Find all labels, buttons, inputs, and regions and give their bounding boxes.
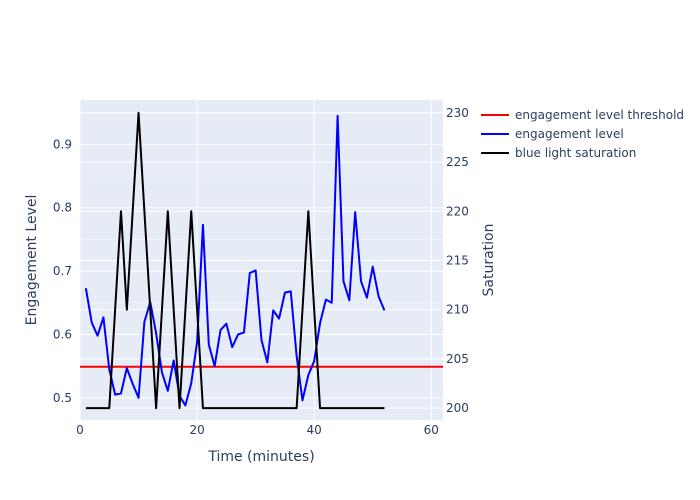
y2-tick-label: 215 [446, 253, 469, 267]
y2-tick-label: 230 [446, 106, 469, 120]
x-axis-ticks: 0 20 40 60 [76, 423, 439, 437]
y-tick-label: 0.6 [53, 327, 72, 341]
y2-tick-label: 210 [446, 303, 469, 317]
y-tick-label: 0.7 [53, 264, 72, 278]
y2-tick-label: 205 [446, 352, 469, 366]
x-tick-label: 60 [424, 423, 439, 437]
legend-label-1: engagement level [515, 127, 624, 141]
x-tick-label: 40 [307, 423, 322, 437]
y-tick-label: 0.5 [53, 391, 72, 405]
series-line-2 [85, 111, 385, 410]
y2-tick-label: 220 [446, 204, 469, 218]
y2-tick-label: 225 [446, 155, 469, 169]
y-tick-label: 0.9 [53, 137, 72, 151]
x-tick-label: 0 [76, 423, 84, 437]
y-axis-label: Engagement Level [24, 195, 40, 326]
y-axis-ticks: 0.5 0.6 0.7 0.8 0.9 [53, 137, 72, 404]
legend-label-2: blue light saturation [515, 146, 636, 160]
series-line-1 [84, 114, 386, 407]
legend: engagement level threshold engagement lev… [481, 108, 684, 160]
y2-axis-ticks: 200 205 210 215 220 225 230 [446, 106, 469, 415]
y2-tick-label: 200 [446, 401, 469, 415]
x-axis-label: Time (minutes) [207, 449, 314, 465]
x-tick-label: 20 [189, 423, 204, 437]
series-layer [80, 111, 443, 410]
y-tick-label: 0.8 [53, 201, 72, 215]
legend-label-0: engagement level threshold [515, 108, 684, 122]
y2-axis-label: Saturation [481, 224, 497, 297]
